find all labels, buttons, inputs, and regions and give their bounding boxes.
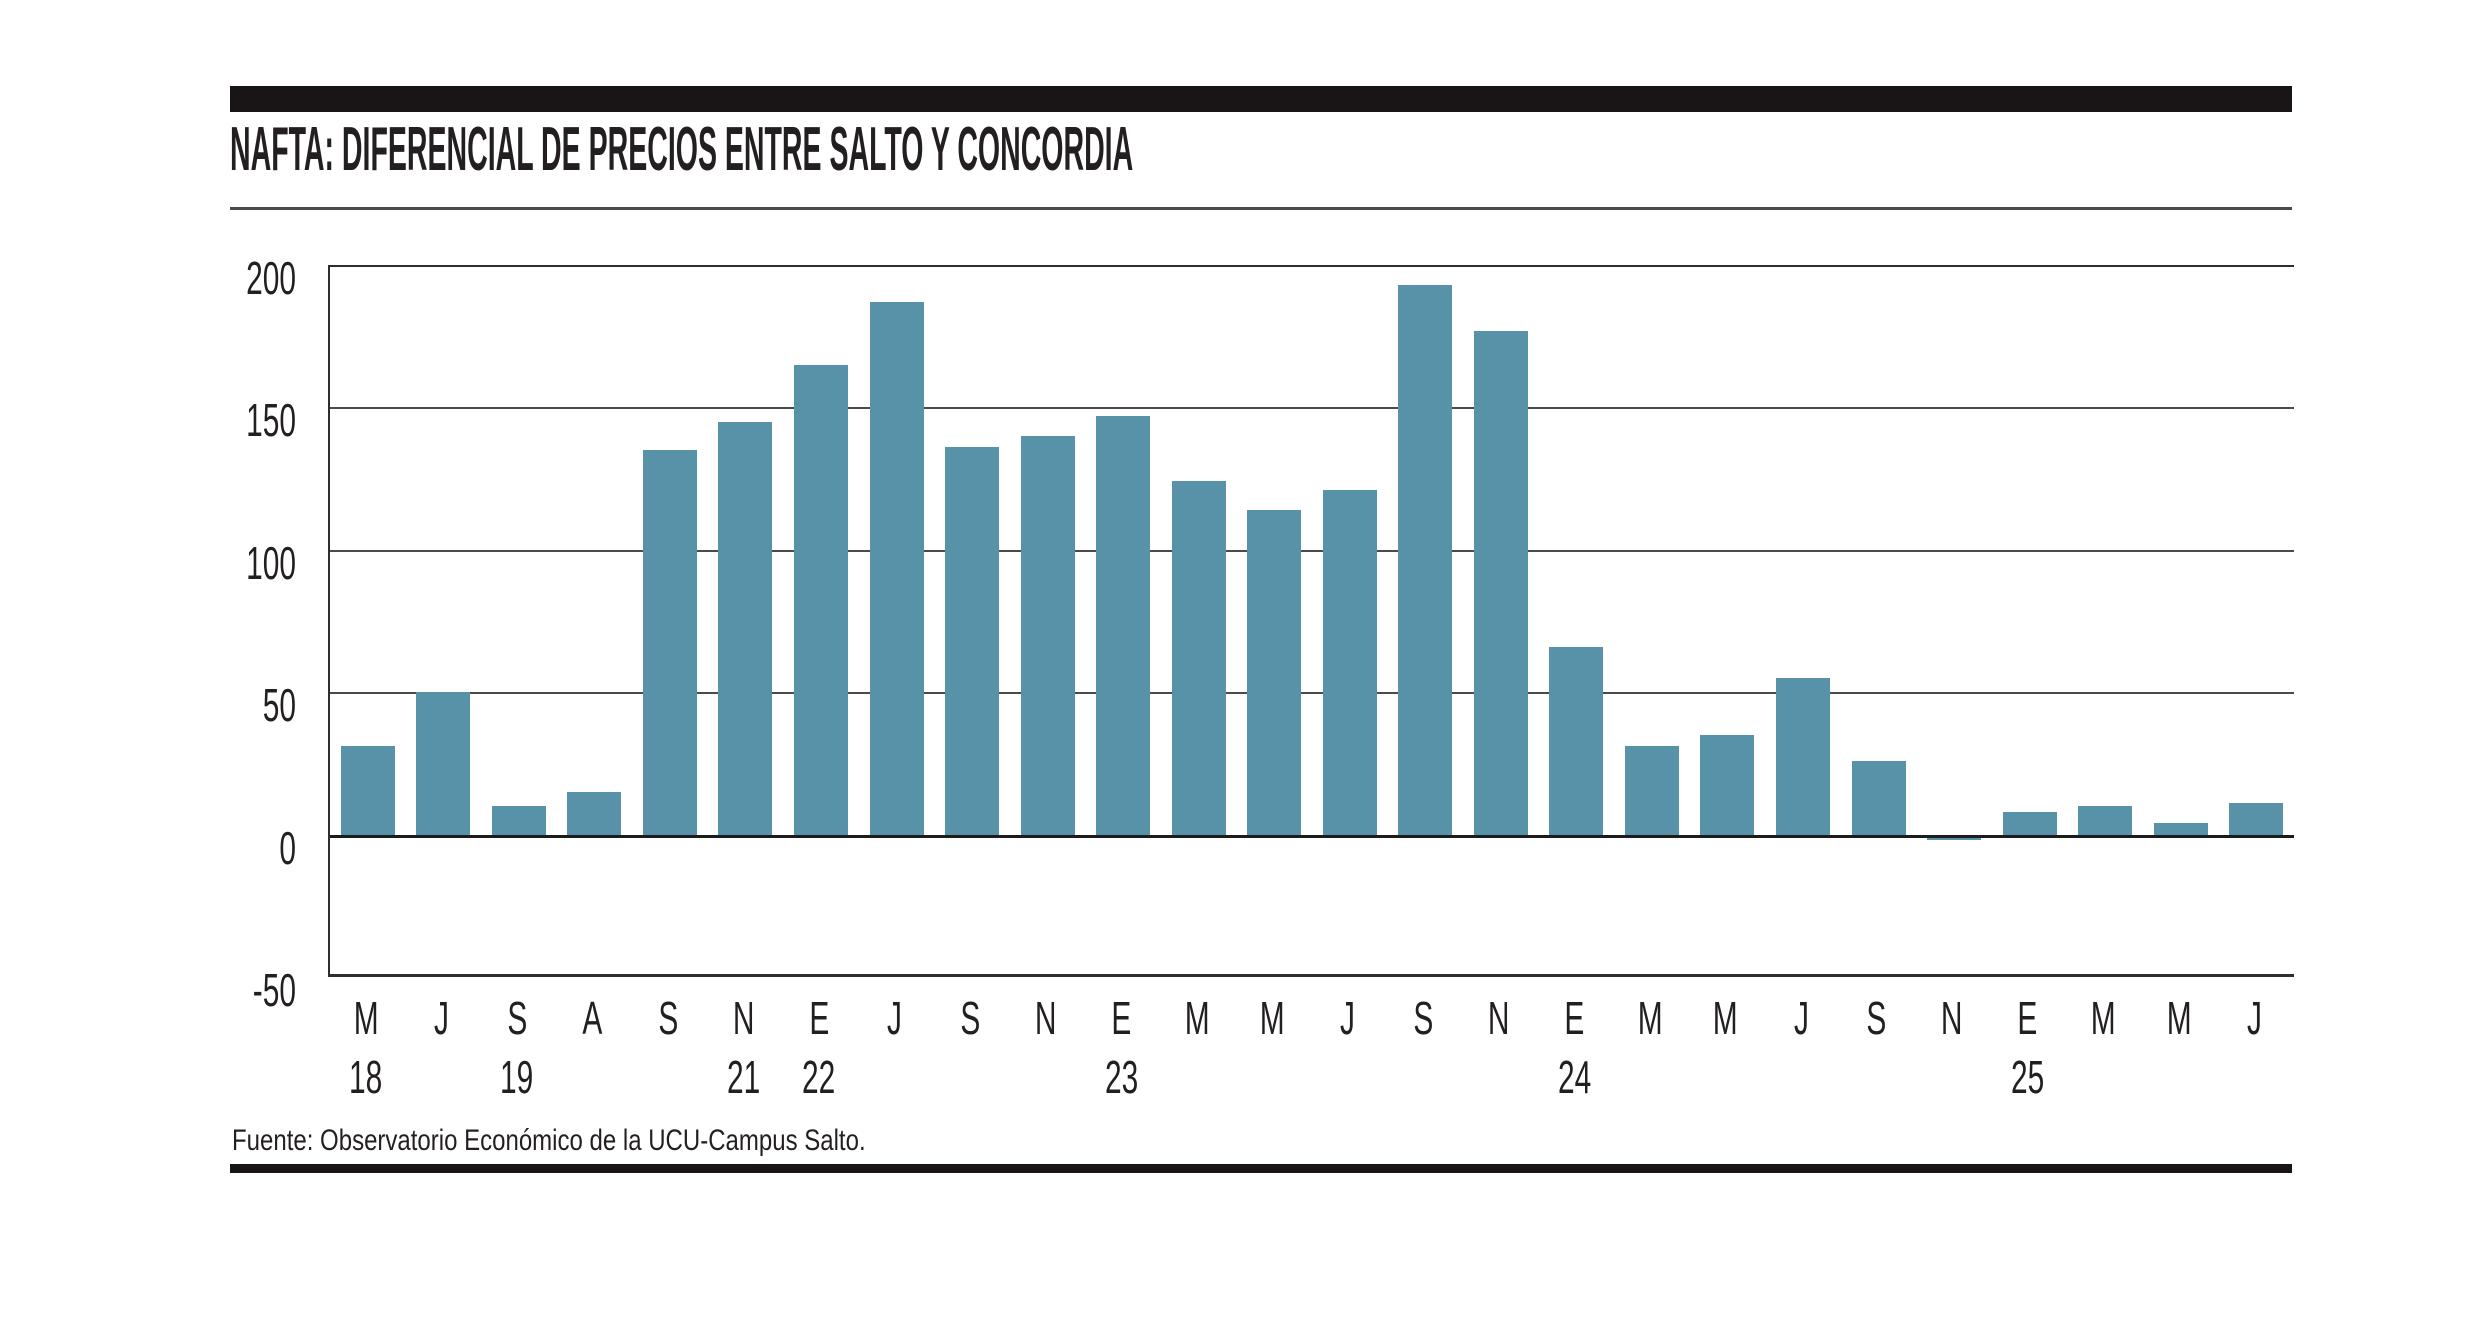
bar-J-19 [1776,677,1830,835]
x-tick-label-21: N [1941,992,1963,1044]
bar-N-21 [1927,837,1982,841]
x-tick-label-18: M [1712,992,1738,1044]
gridline-50 [330,692,2294,695]
bar-J-1 [416,692,471,835]
gridline-0 [330,834,2294,838]
x-tick-label-6: E [809,992,829,1044]
x-tick-label-20: S [1866,992,1887,1044]
source-note: Fuente: Observatorio Económico de la UCU… [232,1124,866,1157]
bar-M-23 [2078,806,2133,835]
bottom-rule [230,1164,2292,1173]
bar-M-12 [1247,509,1302,835]
gridline-200 [330,265,2294,267]
year-label-24: 24 [1557,1051,1591,1103]
x-tick-label-3: A [582,992,603,1044]
bar-N-5 [718,421,773,835]
y-tick-label-150: 150 [246,394,296,447]
bar-M-0 [340,746,395,835]
x-tick-label-16: E [1564,992,1585,1044]
x-tick-label-24: M [2166,992,2192,1044]
year-label-22: 22 [802,1051,836,1103]
year-label-19: 19 [500,1051,534,1103]
y-tick-label-0: 0 [279,821,296,874]
bar-S-2 [491,806,546,835]
bar-J-13 [1322,489,1377,835]
x-tick-label-9: N [1034,992,1057,1044]
x-tick-label-15: N [1488,992,1510,1044]
year-label-21: 21 [726,1051,761,1103]
bar-N-15 [1473,330,1528,835]
bar-J-25 [2229,803,2284,835]
bar-A-3 [567,791,622,835]
bar-M-18 [1700,734,1755,835]
x-tick-label-8: S [960,992,981,1044]
x-tick-label-1: J [433,992,449,1044]
x-tick-label-7: J [887,992,903,1044]
bar-S-20 [1851,760,1906,835]
x-tick-label-4: S [657,992,678,1044]
x-tick-label-23: M [2090,992,2116,1044]
bar-E-6 [794,364,848,835]
x-tick-label-17: M [1637,992,1663,1044]
year-label-25: 25 [2010,1051,2045,1103]
x-tick-label-19: J [1793,992,1809,1044]
x-tick-label-12: M [1259,992,1285,1044]
x-tick-label-22: E [2017,992,2038,1044]
top-accent-bar [230,86,2292,112]
year-label-18: 18 [349,1051,383,1103]
bar-N-9 [1020,435,1075,835]
y-tick-label-50: 50 [262,679,296,732]
x-tick-label-5: N [732,992,755,1044]
x-tick-label-25: J [2246,992,2262,1044]
bar-M-11 [1171,481,1226,835]
chart-title: NAFTA: DIFERENCIAL DE PRECIOS ENTRE SALT… [230,115,1134,184]
x-tick-label-14: S [1413,992,1434,1044]
year-label-23: 23 [1104,1051,1138,1103]
x-tick-label-0: M [353,992,379,1044]
x-tick-label-11: M [1184,992,1210,1044]
title-divider-rule [230,207,2292,210]
x-tick-label-2: S [506,992,527,1044]
bar-E-10 [1096,415,1151,835]
bar-S-8 [945,447,1000,835]
bar-J-7 [869,302,924,835]
y-tick-label--50: -50 [252,964,296,1016]
bar-M-24 [2153,823,2208,835]
gridline--50 [330,974,2294,977]
gridline-100 [330,549,2294,552]
y-tick-label-100: 100 [246,536,296,589]
x-tick-label-13: J [1340,992,1356,1044]
bar-S-14 [1398,284,1453,835]
bar-E-16 [1549,646,1604,835]
x-tick-label-10: E [1111,992,1132,1044]
bar-E-22 [2002,811,2057,835]
plot-area [328,265,2294,977]
bar-S-4 [642,450,697,835]
y-tick-label-200: 200 [246,252,296,304]
bar-M-17 [1624,746,1679,835]
gridline-150 [330,407,2294,410]
